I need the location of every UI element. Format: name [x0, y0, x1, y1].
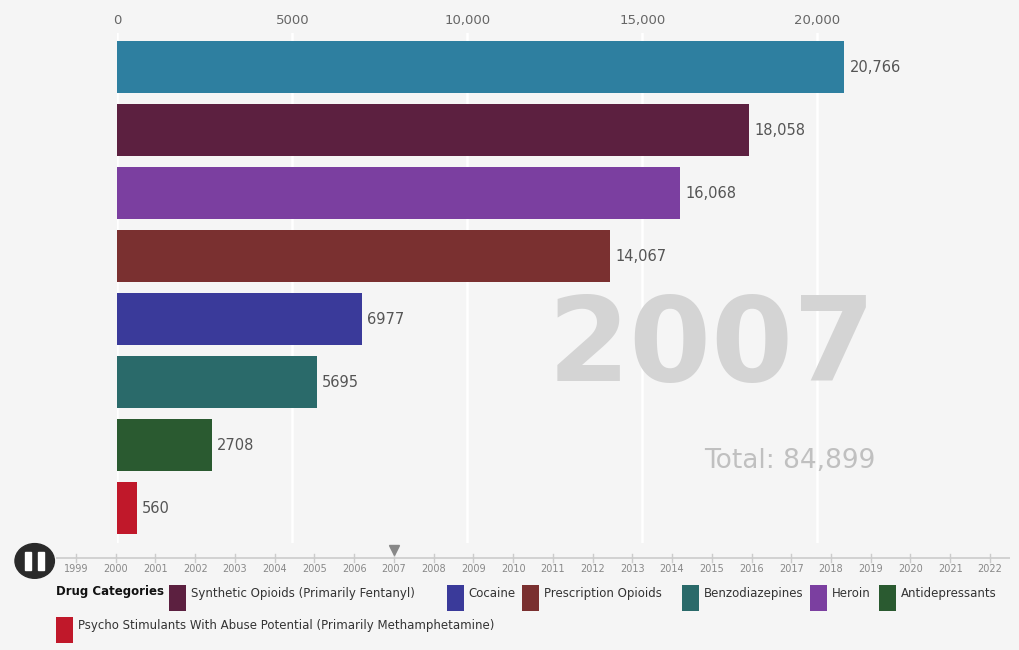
Text: 14,067: 14,067 [614, 249, 665, 264]
Bar [56, 618, 73, 644]
Text: 2016: 2016 [739, 564, 763, 575]
Circle shape [15, 543, 54, 578]
Text: 2020: 2020 [897, 564, 922, 575]
Text: 20,766: 20,766 [849, 60, 900, 75]
Bar [117, 419, 212, 471]
Text: 2022: 2022 [976, 564, 1002, 575]
Text: 2018: 2018 [818, 564, 843, 575]
Text: Prescription Opioids: Prescription Opioids [543, 586, 661, 599]
Bar [522, 585, 539, 611]
Text: Total: 84,899: Total: 84,899 [704, 448, 875, 474]
Text: 560: 560 [142, 500, 170, 515]
Text: Psycho Stimulants With Abuse Potential (Primarily Methamphetamine): Psycho Stimulants With Abuse Potential (… [78, 619, 494, 632]
Bar [169, 585, 186, 611]
Bar [117, 42, 844, 93]
Text: 2010: 2010 [500, 564, 525, 575]
Bar [809, 585, 826, 611]
Bar [117, 104, 749, 156]
Text: Cocaine: Cocaine [469, 586, 516, 599]
Bar [117, 293, 361, 345]
Text: 2012: 2012 [580, 564, 604, 575]
Text: Synthetic Opioids (Primarily Fentanyl): Synthetic Opioids (Primarily Fentanyl) [192, 586, 415, 599]
Text: 2007: 2007 [547, 291, 875, 406]
Text: 2006: 2006 [341, 564, 366, 575]
Text: 5695: 5695 [322, 374, 359, 389]
Text: Heroin: Heroin [830, 586, 869, 599]
Text: 1999: 1999 [63, 564, 88, 575]
Text: 2708: 2708 [217, 437, 255, 452]
Bar [117, 167, 679, 219]
Text: 2002: 2002 [182, 564, 207, 575]
Text: 2005: 2005 [302, 564, 326, 575]
Text: 2003: 2003 [222, 564, 247, 575]
Text: 2015: 2015 [699, 564, 723, 575]
Text: 2000: 2000 [103, 564, 128, 575]
Bar [38, 551, 44, 571]
Text: 6977: 6977 [367, 311, 404, 326]
Text: Benzodiazepines: Benzodiazepines [703, 586, 803, 599]
Text: 2008: 2008 [421, 564, 445, 575]
Text: 2004: 2004 [262, 564, 286, 575]
Bar [117, 230, 609, 282]
Text: 2014: 2014 [659, 564, 684, 575]
Text: 2007: 2007 [381, 564, 406, 575]
Text: 2017: 2017 [779, 564, 803, 575]
Bar [446, 585, 464, 611]
Text: 2013: 2013 [620, 564, 644, 575]
Bar [682, 585, 699, 611]
Text: 2019: 2019 [858, 564, 882, 575]
Text: 16,068: 16,068 [685, 186, 736, 201]
Bar [117, 356, 316, 408]
Text: 2021: 2021 [936, 564, 962, 575]
Text: Drug Categories: Drug Categories [56, 585, 164, 598]
Bar [24, 551, 31, 571]
Text: Antidepressants: Antidepressants [900, 586, 996, 599]
Bar [117, 482, 137, 534]
Bar [877, 585, 895, 611]
Text: 2009: 2009 [461, 564, 485, 575]
Text: 2011: 2011 [540, 564, 565, 575]
Text: 2001: 2001 [143, 564, 167, 575]
Text: 18,058: 18,058 [754, 123, 805, 138]
